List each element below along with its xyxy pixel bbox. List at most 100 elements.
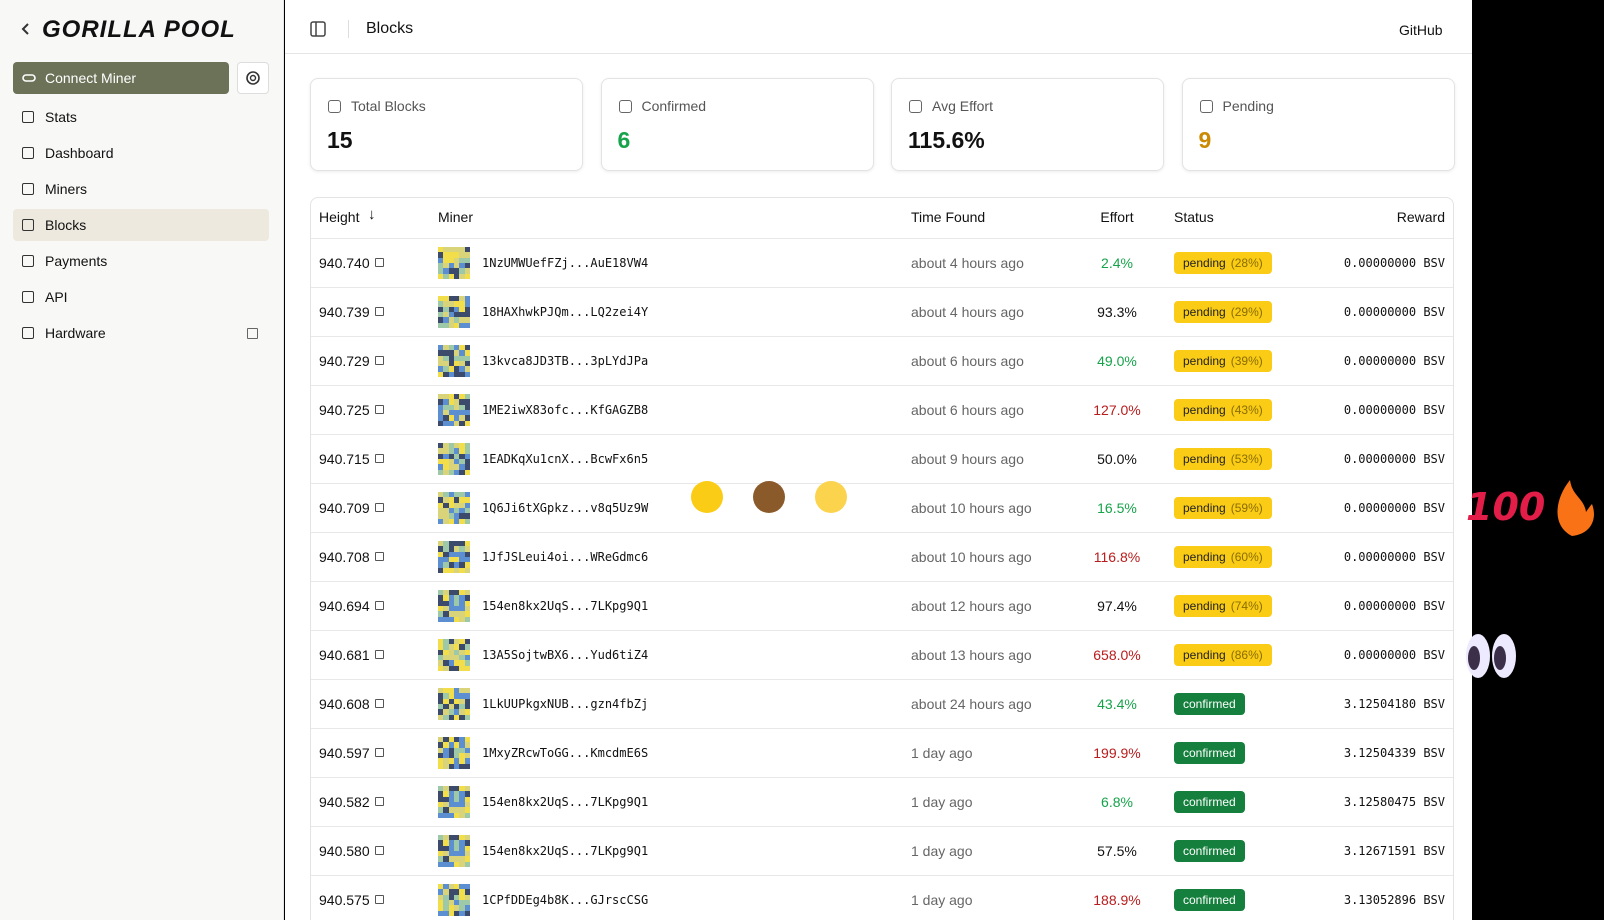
- miner-address[interactable]: 1CPfDDEg4b8K...GJrscCSG: [482, 893, 649, 907]
- block-height[interactable]: 940.709: [319, 500, 370, 516]
- connect-button[interactable]: Connect Miner: [13, 62, 229, 94]
- avatar-pixel: [464, 611, 470, 617]
- avatar-pixel: [454, 812, 460, 818]
- time-found: about 12 hours ago: [911, 598, 1032, 614]
- avatar-pixel: [438, 355, 444, 361]
- column-header[interactable]: Height: [319, 209, 360, 225]
- avatar-pixel: [443, 268, 449, 274]
- avatar-pixel: [448, 747, 454, 753]
- avatar-pixel: [454, 404, 460, 410]
- avatar-pixel: [448, 910, 454, 916]
- miner-address[interactable]: 1Q6Ji6tXGpkz...v8q5Uz9W: [482, 501, 649, 515]
- avatar-pixel: [464, 247, 470, 253]
- external-icon: [375, 307, 384, 316]
- miner-address[interactable]: 1LkUUPkgxNUB...gzn4fbZj: [482, 697, 649, 711]
- avatar-pixel: [459, 737, 465, 743]
- avatar-pixel: [459, 600, 465, 606]
- avatar-pixel: [459, 366, 465, 372]
- avatar-pixel: [438, 840, 444, 846]
- avatar-pixel: [464, 644, 470, 650]
- miner-address[interactable]: 1MxyZRcwToGG...KmcdmE6S: [482, 746, 649, 760]
- block-height[interactable]: 940.681: [319, 647, 370, 663]
- miner-address[interactable]: 18HAXhwkPJQm...LQ2zei4Y: [482, 305, 649, 319]
- status-text: pending: [1183, 550, 1226, 564]
- avatar-pixel: [454, 660, 460, 666]
- avatar-pixel: [464, 796, 470, 802]
- nav-item[interactable]: API: [13, 281, 269, 313]
- table-row: 940.739 18HAXhwkPJQm...LQ2zei4Y about 4 ho…: [311, 287, 1453, 336]
- nav-item[interactable]: Payments: [13, 245, 269, 277]
- miner-avatar: [438, 590, 470, 622]
- miner-address[interactable]: 13A5SojtwBX6...Yud6tiZ4: [482, 648, 649, 662]
- nav-item[interactable]: Dashboard: [13, 137, 269, 169]
- avatar-pixel: [459, 296, 465, 302]
- avatar-pixel: [454, 801, 460, 808]
- status-text: pending: [1183, 452, 1226, 466]
- stat-value: 9: [1198, 127, 1212, 153]
- avatar-pixel: [438, 404, 444, 410]
- miner-address[interactable]: 1ME2iwX83ofc...KfGAGZB8: [482, 403, 649, 417]
- block-height[interactable]: 940.597: [319, 745, 370, 761]
- support-button[interactable]: [237, 62, 269, 94]
- avatar-pixel: [464, 464, 470, 470]
- time-found: about 6 hours ago: [911, 402, 1024, 418]
- avatar-pixel: [448, 257, 454, 263]
- avatar-pixel: [464, 296, 470, 302]
- block-height[interactable]: 940.729: [319, 353, 370, 369]
- avatar-pixel: [464, 513, 470, 519]
- block-height[interactable]: 940.739: [319, 304, 370, 320]
- avatar-pixel: [464, 845, 470, 851]
- avatar-pixel: [464, 541, 470, 547]
- avatar-pixel: [454, 590, 460, 596]
- avatar-pixel: [464, 502, 470, 508]
- block-height[interactable]: 940.582: [319, 794, 370, 810]
- external-icon: [375, 846, 384, 855]
- avatar-pixel: [438, 301, 444, 307]
- avatar-pixel: [443, 311, 449, 318]
- block-height[interactable]: 940.608: [319, 696, 370, 712]
- nav-item[interactable]: Stats: [13, 101, 269, 133]
- miner-address[interactable]: 154en8kx2UqS...7LKpg9Q1: [482, 795, 649, 809]
- avatar-pixel: [459, 714, 465, 720]
- avatar-pixel: [448, 786, 454, 792]
- avatar-pixel: [464, 758, 470, 764]
- github-link[interactable]: GitHub: [1399, 22, 1443, 38]
- avatar-pixel: [454, 355, 460, 361]
- block-height[interactable]: 940.575: [319, 892, 370, 908]
- avatar-pixel: [443, 252, 449, 258]
- avatar-pixel: [454, 301, 460, 307]
- block-height[interactable]: 940.715: [319, 451, 370, 467]
- miner-avatar: [438, 639, 470, 671]
- miner-address[interactable]: 154en8kx2UqS...7LKpg9Q1: [482, 599, 649, 613]
- avatar-pixel: [443, 399, 449, 405]
- miner-address[interactable]: 13kvca8JD3TB...3pLYdJPa: [482, 354, 649, 368]
- status-progress: (60%): [1230, 550, 1263, 564]
- nav-item[interactable]: Miners: [13, 173, 269, 205]
- nav-item[interactable]: Blocks: [13, 209, 269, 241]
- miner-address[interactable]: 1EADKqXu1cnX...BcwFx6n5: [482, 452, 649, 466]
- avatar-pixel: [448, 758, 454, 764]
- miner-address[interactable]: 154en8kx2UqS...7LKpg9Q1: [482, 844, 649, 858]
- avatar-pixel: [438, 345, 444, 351]
- block-height[interactable]: 940.708: [319, 549, 370, 565]
- miner-address[interactable]: 1JfJSLeui4oi...WReGdmc6: [482, 550, 649, 564]
- avatar-pixel: [459, 861, 465, 867]
- avatar-pixel: [443, 518, 449, 524]
- block-height[interactable]: 940.694: [319, 598, 370, 614]
- avatar-pixel: [448, 807, 454, 813]
- avatar-pixel: [438, 899, 444, 906]
- avatar-pixel: [438, 399, 444, 405]
- back-icon[interactable]: [20, 22, 32, 36]
- avatar-pixel: [438, 464, 444, 470]
- avatar-pixel: [464, 791, 470, 797]
- avatar-pixel: [438, 812, 444, 818]
- table-row: 940.740 1NzUMWUefFZj...AuE18VW4 about 4 ho…: [311, 238, 1453, 287]
- miner-address[interactable]: 1NzUMWUefFZj...AuE18VW4: [482, 256, 649, 270]
- sidebar-toggle[interactable]: [310, 21, 326, 37]
- column-header: Reward: [1396, 209, 1445, 225]
- block-height[interactable]: 940.740: [319, 255, 370, 271]
- block-height[interactable]: 940.580: [319, 843, 370, 859]
- nav-item[interactable]: Hardware: [13, 317, 269, 349]
- block-height[interactable]: 940.725: [319, 402, 370, 418]
- avatar-pixel: [438, 665, 444, 671]
